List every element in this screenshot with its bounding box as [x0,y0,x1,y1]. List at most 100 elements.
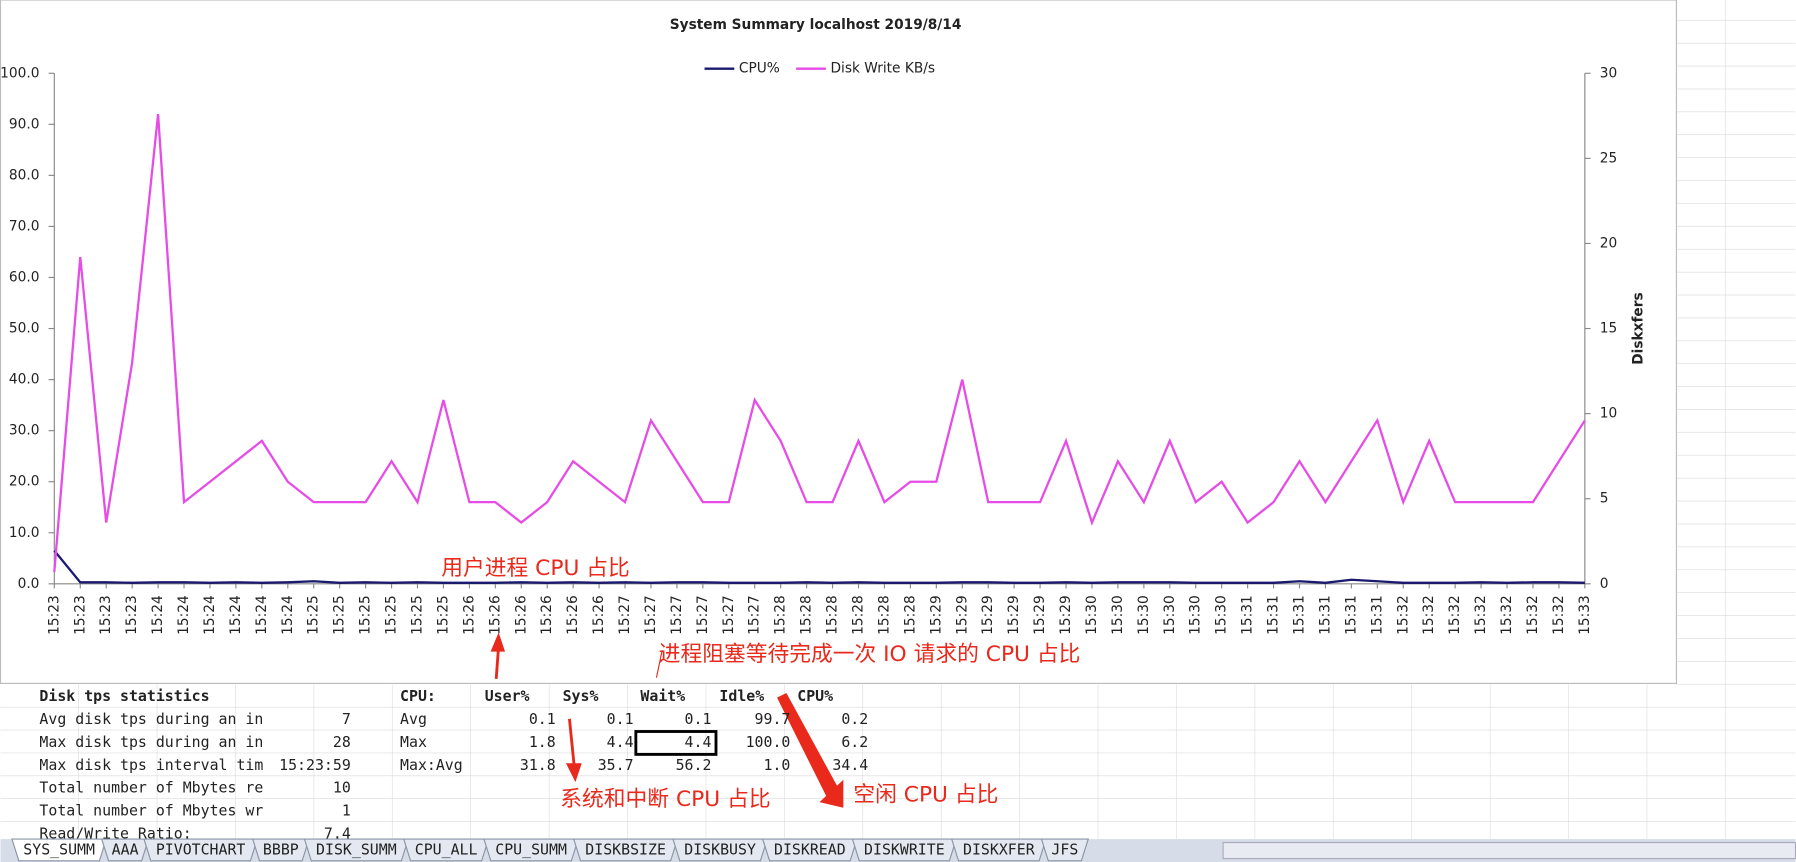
table-cell: 4.4 [685,733,712,751]
y2-tick-label: 10 [1600,406,1617,422]
table-cell: Max [400,733,427,751]
x-tick-label: 15:26 [487,595,503,635]
sheet-tab-label[interactable]: CPU_ALL [415,841,478,859]
sheet-tab[interactable] [143,838,259,862]
x-tick-label: 15:32 [1447,595,1463,635]
x-tick-label: 15:24 [280,595,296,635]
sheet-tab-label[interactable]: PIVOTCHART [156,841,246,859]
table-cell: 0.2 [841,710,868,728]
x-tick-label: 15:27 [721,595,737,635]
x-tick-label: 15:24 [150,595,166,635]
chart-area [0,0,1678,684]
table-cell: 10 [333,779,351,797]
table-header: Wait% [640,687,685,705]
sheet-tab[interactable] [672,838,769,862]
y-tick-label: 40.0 [9,372,40,388]
sheet-tab-label[interactable]: BBBP [263,841,299,859]
sheet-tab[interactable] [100,838,150,862]
table-header: Idle% [719,687,764,705]
x-tick-label: 15:24 [254,595,270,635]
sheet-tab-label[interactable]: DISKWRITE [864,841,945,859]
sheet-tab[interactable] [402,838,490,862]
y-tick-label: 20.0 [9,474,40,490]
x-tick-label: 15:23 [98,595,114,635]
x-tick-label: 15:25 [435,595,451,635]
sheet-tab-label[interactable]: DISKBSIZE [585,841,666,859]
x-tick-label: 15:32 [1473,595,1489,635]
x-tick-label: 15:28 [876,595,892,635]
x-tick-label: 15:27 [669,595,685,635]
x-tick-label: 15:26 [461,595,477,635]
sheet-tab[interactable] [950,838,1047,862]
x-tick-label: 15:30 [1084,595,1100,635]
y-tick-label: 70.0 [9,218,40,234]
x-tick-label: 15:24 [176,595,192,635]
x-tick-label: 15:28 [799,595,815,635]
table-cell: 0.1 [685,710,712,728]
sheet-tab[interactable] [11,838,108,862]
table-cell: 56.2 [676,756,712,774]
sheet-tab-label[interactable]: CPU_SUMM [495,841,567,859]
x-tick-label: 15:23 [46,595,62,635]
x-tick-label: 15:24 [202,595,218,635]
legend-label: CPU% [739,61,780,77]
sheet-tab-label[interactable]: DISKREAD [774,841,846,859]
series-line [53,113,1586,573]
table-cell: 28 [333,733,351,751]
sheet-tab-label[interactable]: JFS [1051,841,1078,859]
sheet-tab-label[interactable]: DISK_SUMM [316,841,397,859]
x-tick-label: 15:31 [1291,595,1307,635]
x-tick-label: 15:28 [773,595,789,635]
x-tick-label: 15:26 [565,595,581,635]
x-tick-label: 15:28 [825,595,841,635]
sheet-tab[interactable] [1040,838,1090,862]
sheet-tab[interactable] [572,838,679,862]
table-cell: 99.7 [755,710,791,728]
x-tick-label: 15:27 [747,595,763,635]
table-header: Sys% [563,687,599,705]
x-tick-label: 15:26 [513,595,529,635]
sheet-tab-label[interactable]: AAA [112,841,139,859]
y-tick-label: 30.0 [9,423,40,439]
table-cell: Total number of Mbytes wr [39,802,263,820]
cell-grid [0,684,1796,840]
table-cell: 31.8 [520,756,556,774]
table-cell: 6.2 [841,733,868,751]
sheet-tab[interactable] [483,838,580,862]
sheet-tab-label[interactable]: DISKXFER [963,841,1035,859]
table-cell: 7.4 [324,825,351,843]
sheet-tab[interactable] [251,838,310,862]
x-tick-label: 15:23 [124,595,140,635]
x-tick-label: 15:29 [1006,595,1022,635]
x-tick-label: 15:31 [1369,595,1385,635]
table-cell: Max disk tps during an in [39,733,263,751]
table-cell: 1.0 [764,756,791,774]
x-tick-label: 15:29 [1058,595,1074,635]
y2-tick-label: 20 [1600,235,1617,251]
x-tick-label: 15:29 [928,595,944,635]
table-header: User% [485,687,530,705]
sheet-tab[interactable] [303,838,410,862]
table-cell: Read/Write Ratio: [39,825,191,843]
y2-tick-label: 15 [1600,321,1617,337]
x-tick-label: 15:30 [1110,595,1126,635]
sheet-tab-label[interactable]: DISKBUSY [684,841,756,859]
y-tick-label: 100.0 [0,65,39,81]
sheet-tab[interactable] [761,838,858,862]
table-cell: 35.7 [598,756,634,774]
sheet-tab[interactable] [851,838,958,862]
y-tick-label: 50.0 [9,321,40,337]
scrollbar[interactable] [1222,841,1796,860]
y2-tick-label: 5 [1600,491,1609,507]
annotation: 用户进程 CPU 占比 [441,556,630,581]
table-cell: 1.8 [529,733,556,751]
table-cell: Max:Avg [400,756,463,774]
x-tick-label: 15:31 [1240,595,1256,635]
chart-title: System Summary localhost 2019/8/14 [670,17,962,33]
y2-tick-label: 25 [1600,150,1617,166]
sheet-tab-label[interactable]: SYS_SUMM [23,841,95,859]
x-tick-label: 15:29 [1032,595,1048,635]
table-cell: 34.4 [832,756,868,774]
